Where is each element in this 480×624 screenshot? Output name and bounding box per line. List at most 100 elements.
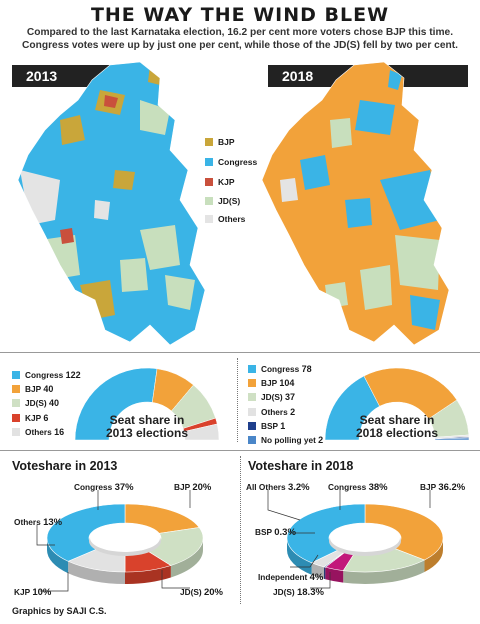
map-legend-label: Congress [218, 157, 258, 167]
congress-swatch [248, 365, 256, 373]
voteshare-2018-chart [286, 503, 444, 584]
seat-share-2013-chart [74, 367, 220, 441]
section-divider [0, 450, 480, 451]
label-name: BSP [255, 527, 272, 537]
legend-name: Others [261, 406, 288, 417]
subtitle-line-1: Compared to the last Karnataka election,… [26, 27, 454, 38]
seat-2013-legend-kjp: KJP 6 [12, 411, 81, 425]
legend-name: JD(S) [261, 392, 283, 403]
section-divider [0, 352, 480, 353]
legend-value: 2 [318, 435, 324, 446]
donut-hole [90, 524, 160, 552]
bjp-swatch [248, 379, 256, 388]
label-value: 20% [203, 587, 223, 598]
others-swatch [205, 215, 213, 223]
subtitle-line-2: Congress votes were up by just one per c… [22, 40, 458, 51]
label-name: Independent [258, 572, 308, 582]
graphics-credit: Graphics by SAJI C.S. [12, 606, 107, 616]
seat-2013-legend-bjp: BJP 40 [12, 382, 81, 396]
label-name: Congress [328, 482, 367, 492]
label-name: Others [14, 517, 41, 527]
donut-side-bjp [424, 538, 443, 572]
vertical-divider [237, 358, 238, 442]
vote-slice-bjp [364, 503, 444, 561]
page-title: THE WAY THE WIND BLEW [90, 4, 390, 26]
label-name: JD(S) [273, 587, 295, 597]
map-legend-label: BJP [218, 137, 235, 147]
legend-value: 6 [43, 412, 49, 423]
map-legend-item-bjp: BJP [205, 137, 235, 147]
seat-2018-legend-congress: Congress 78 [248, 362, 323, 376]
vote-2013-label-kjp: KJP 10% [14, 587, 51, 598]
voteshare-2018-title: Voteshare in 2018 [248, 459, 354, 473]
legend-value: 37 [284, 392, 295, 403]
kjp-swatch [205, 178, 213, 186]
bsp-swatch [248, 421, 256, 430]
credit-name: SAJI C.S. [66, 606, 107, 616]
map-legend-item-jds: JD(S) [205, 196, 240, 206]
vote-2018-label-bsp: BSP 0.3% [255, 527, 296, 538]
legend-value: 1 [280, 420, 286, 431]
legend-value: 2 [290, 406, 296, 417]
seat-2018-legend-bsp: BSP 1 [248, 419, 323, 433]
map-legend-label: KJP [218, 177, 235, 187]
legend-name: No polling yet [261, 435, 316, 446]
seat-caption-line: Seat share in [109, 413, 185, 427]
donut-side-jd-s [170, 538, 203, 578]
vote-2018-label-all-others: All Others 3.2% [246, 482, 310, 493]
map-2013 [18, 62, 205, 345]
seat-2018-legend-no-polling: No polling yet 2 [248, 433, 323, 447]
label-value: 3.2% [287, 482, 310, 493]
label-value: 38% [368, 482, 388, 493]
seat-2018-caption: Seat share in 2018 elections [347, 414, 447, 440]
donut-side-others [68, 561, 125, 584]
year-label-2018: 2018 [282, 68, 314, 84]
donut-side-bsp [324, 566, 326, 580]
label-value: 10% [32, 587, 52, 598]
vote-slice-congress [46, 503, 126, 562]
seat-caption-line: Seat share in [359, 413, 435, 427]
donut-side-congress [47, 538, 69, 574]
seat-2013-legend-congress: Congress 122 [12, 368, 81, 382]
donut-side-kjp [125, 565, 171, 584]
congress-swatch [12, 371, 20, 379]
seat-2013-caption: Seat share in 2013 elections [97, 414, 197, 440]
karnataka-maps [17, 61, 450, 346]
seat-2018-legend: Congress 78 BJP 104 JD(S) 37 Others 2 BS… [248, 362, 323, 447]
vote-slice-congress [286, 503, 366, 564]
no-polling-swatch [248, 436, 256, 445]
legend-name: Congress [25, 370, 64, 380]
donut-side-all-others [311, 562, 325, 579]
kjp-swatch [12, 413, 20, 422]
label-name: BJP [420, 482, 436, 492]
others-swatch [12, 427, 20, 436]
vote-2013-label-others: Others 13% [14, 517, 62, 528]
legend-value: 40 [48, 398, 59, 409]
donut-side-jd-s [343, 559, 425, 584]
seat-caption-line: 2013 elections [105, 426, 189, 440]
seat-slice-others [183, 423, 220, 441]
voteshare-2013-title: Voteshare in 2013 [12, 459, 118, 473]
vote-2013-label-jds: JD(S) 20% [180, 587, 223, 598]
jds-swatch [12, 399, 20, 408]
legend-name: Others [25, 426, 52, 437]
seat-2018-legend-jds: JD(S) 37 [248, 390, 323, 404]
label-value: 18.3% [296, 587, 324, 598]
vote-2018-label-bjp: BJP 36.2% [420, 482, 465, 493]
map-legend-item-others: Others [205, 214, 245, 224]
legend-name: JD(S) [25, 398, 47, 409]
voteshare-2013-chart [46, 503, 204, 584]
legend-value: 104 [279, 378, 295, 389]
label-name: Congress [74, 482, 113, 492]
label-value: 36.2% [438, 482, 466, 493]
label-value: 20% [192, 482, 212, 493]
map-legend-label: Others [218, 214, 246, 224]
legend-name: BJP [261, 378, 277, 389]
others-swatch [248, 407, 256, 416]
legend-value: 16 [54, 426, 65, 437]
congress-swatch [205, 158, 213, 166]
credit-prefix: Graphics by [12, 606, 65, 616]
map-legend-item-congress: Congress [205, 157, 257, 167]
legend-name: BSP [261, 420, 278, 431]
seat-2013-legend-others: Others 16 [12, 425, 81, 439]
